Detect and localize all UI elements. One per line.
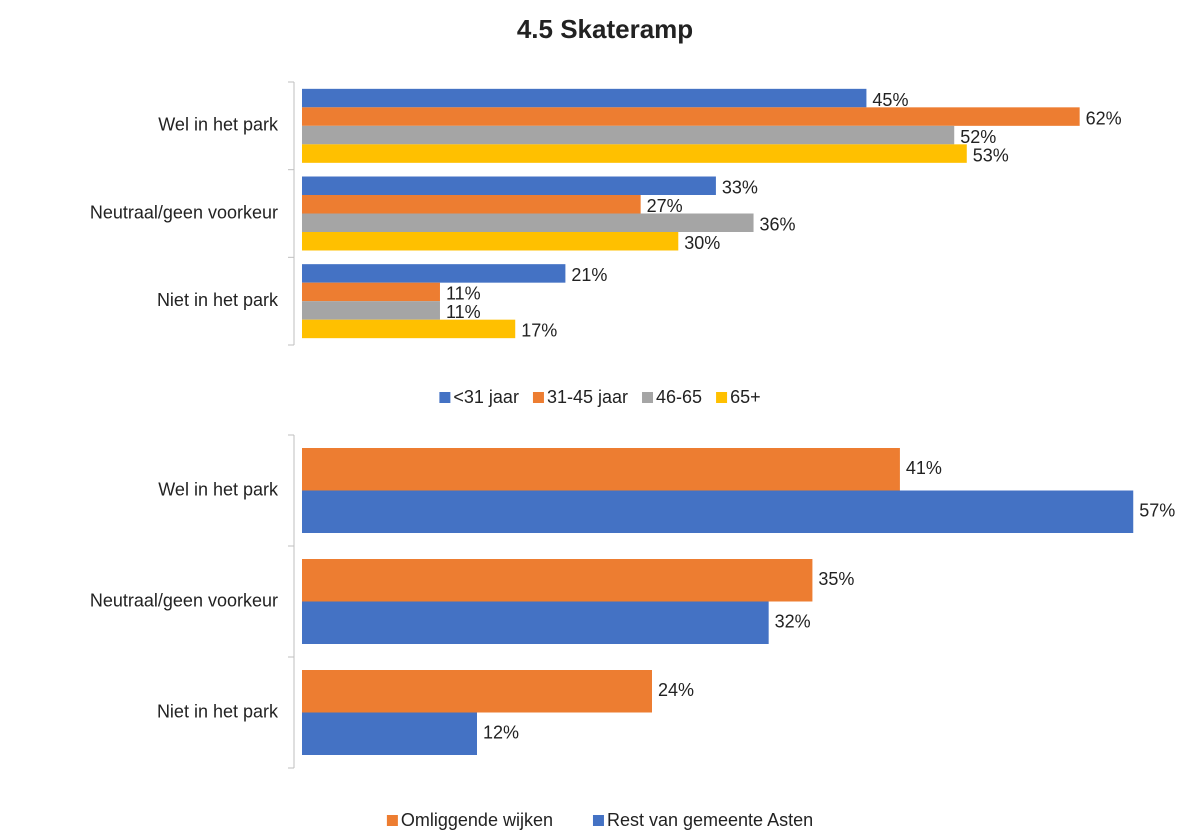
category-label: Neutraal/geen voorkeur [90, 202, 278, 222]
legend-swatch [592, 815, 604, 826]
legend-label: <31 jaar [453, 387, 519, 407]
bar [302, 601, 769, 644]
legend-label: 31-45 jaar [547, 387, 628, 407]
category-label: Niet in het park [157, 290, 279, 310]
bar [302, 301, 440, 320]
legend-swatch [532, 392, 544, 403]
value-label: 12% [483, 723, 519, 743]
value-label: 11% [446, 284, 481, 304]
legend-label: Rest van gemeente Asten [607, 810, 813, 830]
legend-label: Omliggende wijken [401, 810, 553, 830]
legend-swatch [642, 392, 654, 403]
bar [302, 559, 813, 602]
value-label: 53% [973, 145, 1009, 165]
bar [302, 107, 1080, 126]
value-label: 21% [571, 265, 607, 285]
value-label: 17% [521, 321, 557, 341]
bar [302, 144, 967, 163]
category-label: Wel in het park [158, 115, 279, 135]
bar [302, 125, 955, 145]
legend-swatch [386, 815, 398, 826]
value-label: 32% [775, 612, 811, 632]
value-label: 45% [872, 90, 908, 110]
bar [302, 712, 477, 755]
legend-label: 46-65 [656, 387, 702, 407]
bar [302, 670, 652, 713]
value-label: 62% [1086, 108, 1122, 128]
chart-title: 4.5 Skateramp [517, 14, 693, 44]
bar [302, 448, 900, 491]
value-label: 11% [446, 302, 481, 322]
bar [302, 176, 716, 195]
legend-swatch [716, 392, 728, 403]
bar [302, 264, 566, 283]
category-label: Neutraal/geen voorkeur [90, 590, 278, 610]
value-label: 30% [684, 233, 720, 253]
category-label: Wel in het park [158, 479, 279, 499]
bar [302, 195, 641, 214]
bar [302, 319, 516, 339]
legend-swatch [439, 392, 451, 403]
category-label: Niet in het park [157, 701, 279, 721]
bar [302, 282, 440, 302]
value-label: 33% [722, 178, 758, 198]
bar [302, 490, 1134, 533]
value-label: 35% [818, 569, 854, 589]
bar [302, 88, 867, 108]
value-label: 57% [1139, 501, 1175, 521]
value-label: 41% [906, 458, 942, 478]
value-label: 24% [658, 680, 694, 700]
value-label: 27% [647, 196, 683, 216]
legend-label: 65+ [730, 387, 761, 407]
bar [302, 232, 679, 251]
bar [302, 213, 754, 232]
value-label: 52% [960, 127, 996, 147]
value-label: 36% [760, 215, 796, 235]
